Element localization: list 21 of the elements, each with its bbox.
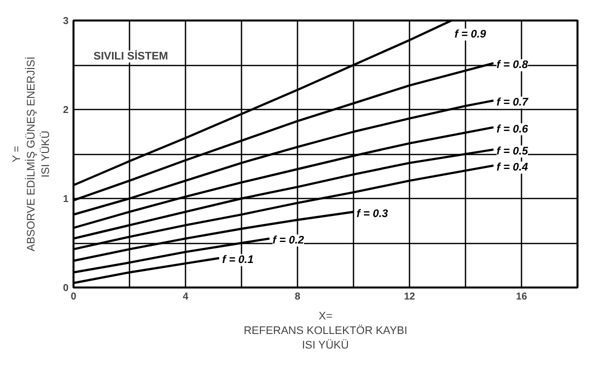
y-axis-title: Y = ABSORVE EDİLMİŞ GÜNEŞ ENERJİSİ ISI YÜKÜ [11, 56, 52, 252]
x-axis-title: X= REFERANS KOLLEKTÖR KAYBI ISI YÜKÜ [244, 310, 408, 352]
series-label: f = 0.6 [496, 123, 529, 136]
x-tick-label: 16 [516, 292, 528, 302]
series-label: f = 0.1 [222, 254, 254, 266]
series-label: f = 0.3 [356, 208, 388, 220]
series-label: f = 0.7 [496, 96, 529, 109]
x-tick-label: 4 [182, 292, 189, 302]
series-label: f = 0.4 [496, 162, 528, 174]
y-tick-label: 1 [62, 194, 69, 205]
x-tick-label: 12 [404, 292, 416, 302]
annotation: SIVILI SİSTEM [94, 50, 168, 62]
x-tick-label: 8 [294, 292, 301, 302]
series-label: f = 0.2 [272, 234, 304, 247]
y-tick-label: 0 [62, 283, 69, 294]
series-label: f = 0.9 [454, 28, 487, 40]
series-label: f = 0.5 [496, 146, 529, 158]
y-tick-label: 2 [62, 105, 69, 116]
series-label: f = 0.8 [496, 59, 529, 72]
y-tick-label: 3 [62, 16, 69, 27]
x-tick-label: 0 [70, 292, 77, 302]
